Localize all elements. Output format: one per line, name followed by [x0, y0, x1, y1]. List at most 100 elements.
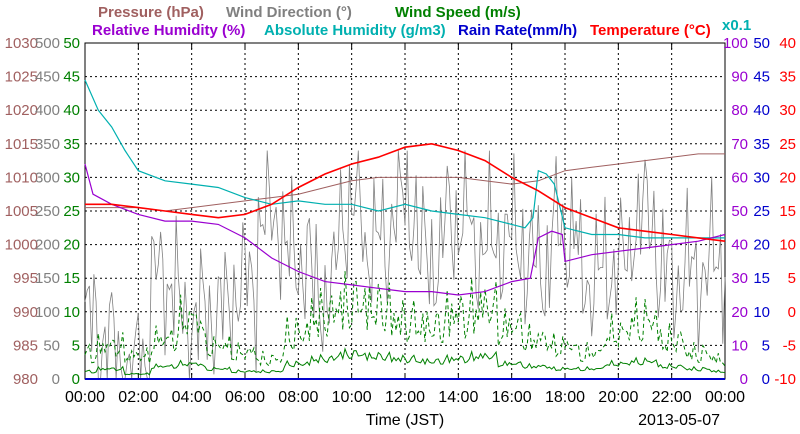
tick-label-rain: 40: [753, 102, 770, 119]
series-absolute-humidity: [84, 79, 725, 239]
tick-label-wind_speed: 0: [72, 371, 80, 388]
legend-relative-humidity: Relative Humidity (%): [92, 22, 245, 39]
chart-date: 2013-05-07: [638, 412, 720, 429]
tick-label-rain: 5: [762, 337, 770, 354]
tick-label-rain: 15: [753, 270, 770, 287]
tick-label-temp: 10: [779, 237, 796, 254]
legend-temperature: Temperature (°C): [590, 22, 711, 39]
series-temperature: [85, 142, 726, 242]
legend-absolute-humidity: Absolute Humidity (g/m3): [264, 22, 446, 39]
legend-ah-scale: x0.1: [722, 17, 751, 34]
legend-wind-direction: Wind Direction (°): [226, 4, 352, 21]
tick-label-wind_speed: 30: [63, 169, 80, 186]
tick-label-rh: 100: [723, 35, 748, 52]
x-tick-label: 00:00: [65, 389, 105, 406]
tick-label-rain: 25: [753, 203, 770, 220]
tick-label-wind_speed: 10: [63, 304, 80, 321]
tick-label-wind_dir: 0: [52, 371, 60, 388]
tick-label-wind_dir: 100: [35, 304, 60, 321]
x-tick-label: 12:00: [385, 389, 425, 406]
tick-label-wind_speed: 50: [63, 35, 80, 52]
tick-label-pressure: 995: [13, 270, 38, 287]
tick-label-pressure: 1005: [5, 203, 38, 220]
x-tick-label: 14:00: [438, 389, 478, 406]
x-tick-label: 00:00: [705, 389, 745, 406]
x-tick-label: 02:00: [118, 389, 158, 406]
tick-label-rain: 10: [753, 304, 770, 321]
tick-label-rain: 20: [753, 237, 770, 254]
tick-label-wind_dir: 400: [35, 102, 60, 119]
tick-label-pressure: 1020: [5, 102, 38, 119]
x-axis-labels: 00:00 02:00 04:00 06:00 08:00 10:00 12:00 14:00…: [65, 389, 745, 406]
tick-label-wind_speed: 35: [63, 136, 80, 153]
tick-label-temp: 25: [779, 136, 796, 153]
axis-labels: 1030102510201015101010051000995990985980…: [5, 35, 796, 388]
tick-label-rh: 30: [731, 270, 748, 287]
tick-label-wind_dir: 150: [35, 270, 60, 287]
tick-label-temp: 15: [779, 203, 796, 220]
tick-label-wind_dir: 200: [35, 237, 60, 254]
tick-label-rain: 30: [753, 169, 770, 186]
series-layer: [84, 79, 726, 380]
series-wind-speed-max: [84, 271, 726, 368]
x-tick-label: 22:00: [652, 389, 692, 406]
tick-label-wind_speed: 25: [63, 203, 80, 220]
tick-label-rh: 60: [731, 169, 748, 186]
x-axis-title: Time (JST): [366, 412, 445, 429]
tick-label-temp: 35: [779, 69, 796, 86]
tick-label-pressure: 1010: [5, 169, 38, 186]
tick-label-rain: 50: [753, 35, 770, 52]
tick-label-temp: 20: [779, 169, 796, 186]
tick-label-pressure: 1015: [5, 136, 38, 153]
tick-label-wind_speed: 15: [63, 270, 80, 287]
tick-label-pressure: 980: [13, 371, 38, 388]
tick-label-rh: 70: [731, 136, 748, 153]
tick-label-temp: -5: [783, 337, 796, 354]
tick-label-temp: 40: [779, 35, 796, 52]
tick-label-wind_dir: 300: [35, 169, 60, 186]
tick-label-temp: -10: [774, 371, 796, 388]
tick-label-temp: 0: [788, 304, 796, 321]
legend-rain-rate: Rain Rate(mm/h): [458, 22, 577, 39]
tick-label-wind_dir: 250: [35, 203, 60, 220]
x-tick-label: 18:00: [545, 389, 585, 406]
series-wind-speed-avg: [84, 347, 726, 376]
tick-label-wind_speed: 40: [63, 102, 80, 119]
x-tick-label: 08:00: [278, 389, 318, 406]
tick-label-pressure: 1030: [5, 35, 38, 52]
tick-label-rh: 0: [740, 371, 748, 388]
tick-label-rain: 35: [753, 136, 770, 153]
legend-pressure: Pressure (hPa): [98, 4, 204, 21]
tick-label-wind_dir: 50: [43, 337, 60, 354]
x-tick-label: 20:00: [598, 389, 638, 406]
tick-label-rh: 40: [731, 237, 748, 254]
tick-label-rh: 10: [731, 337, 748, 354]
tick-label-temp: 30: [779, 102, 796, 119]
tick-label-wind_dir: 350: [35, 136, 60, 153]
x-tick-label: 16:00: [492, 389, 532, 406]
tick-label-wind_speed: 45: [63, 69, 80, 86]
tick-label-pressure: 985: [13, 337, 38, 354]
tick-label-pressure: 990: [13, 304, 38, 321]
tick-label-temp: 5: [788, 270, 796, 287]
tick-label-wind_dir: 450: [35, 69, 60, 86]
tick-label-wind_dir: 500: [35, 35, 60, 52]
series-wind-direction: [84, 150, 726, 380]
tick-label-rh: 50: [731, 203, 748, 220]
tick-label-wind_speed: 20: [63, 237, 80, 254]
tick-label-pressure: 1000: [5, 237, 38, 254]
tick-label-rh: 80: [731, 102, 748, 119]
tick-label-rh: 20: [731, 304, 748, 321]
x-tick-label: 10:00: [332, 389, 372, 406]
tick-label-rh: 90: [731, 69, 748, 86]
legend-wind-speed: Wind Speed (m/s): [395, 4, 521, 21]
series-relative-humidity: [84, 163, 726, 296]
tick-label-rain: 45: [753, 69, 770, 86]
x-tick-label: 04:00: [172, 389, 212, 406]
plot-grid: [84, 43, 726, 379]
tick-label-rain: 0: [762, 371, 770, 388]
x-tick-label: 06:00: [225, 389, 265, 406]
series-pressure: [85, 153, 725, 212]
tick-label-pressure: 1025: [5, 69, 38, 86]
